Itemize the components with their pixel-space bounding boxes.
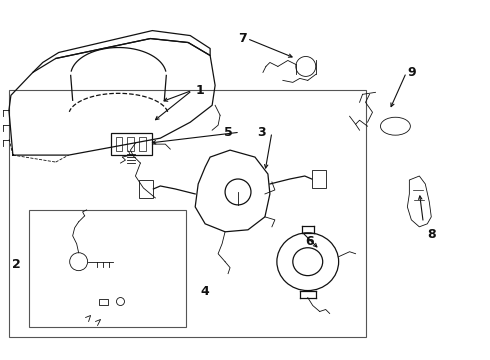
Text: 8: 8 (427, 228, 436, 241)
Text: 7: 7 (238, 32, 246, 45)
Bar (98, 298, 107, 305)
Bar (312, 170, 326, 188)
Text: 1: 1 (196, 84, 204, 97)
Bar (127, 137, 134, 151)
Text: 9: 9 (407, 66, 416, 79)
Bar (140, 137, 147, 151)
Bar (116, 137, 122, 151)
Bar (29, 210, 186, 328)
Bar (9, 90, 366, 337)
Text: 4: 4 (201, 285, 210, 298)
Bar (140, 180, 153, 198)
Text: 2: 2 (11, 258, 20, 271)
Bar (111, 133, 152, 155)
Text: 3: 3 (258, 126, 266, 139)
Text: 5: 5 (224, 126, 232, 139)
Text: 6: 6 (305, 235, 314, 248)
